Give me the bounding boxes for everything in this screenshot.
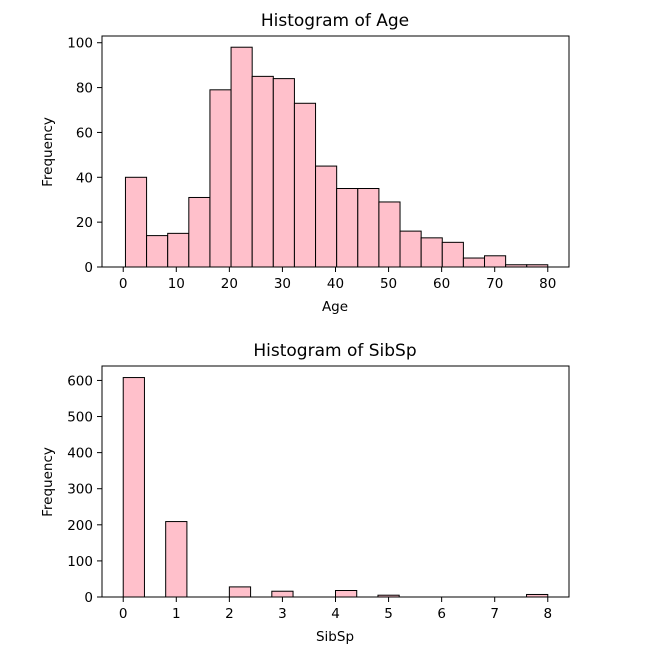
age-y-ticks: 0 20 40 60 80 100 [67, 36, 102, 276]
age-bar [378, 201, 401, 268]
age-bar [420, 237, 443, 268]
age-bar [167, 232, 190, 268]
age-y-tick-label: 0 [84, 260, 93, 276]
sibsp-y-tick-label: 200 [67, 518, 93, 534]
sibsp-y-tick-label: 100 [67, 554, 93, 570]
age-x-tick-label: 0 [119, 276, 128, 292]
age-bar [441, 241, 464, 268]
age-bars [124, 46, 549, 268]
age-axes-frame [101, 35, 570, 268]
sibsp-bar [228, 586, 252, 598]
sibsp-chart-title: Histogram of SibSp [253, 341, 416, 361]
sibsp-y-tick-label: 500 [67, 410, 93, 426]
age-y-tick-label: 60 [76, 125, 93, 141]
sibsp-x-tick-label: 8 [543, 606, 552, 622]
age-y-axis-label: Frequency [40, 117, 56, 187]
sibsp-x-ticks: 0 1 2 3 4 5 6 7 8 [119, 597, 552, 622]
age-x-tick-label: 80 [539, 276, 556, 292]
sibsp-bar [165, 521, 188, 598]
age-bar [399, 230, 422, 268]
age-x-tick-label: 20 [221, 276, 238, 292]
age-bar [462, 257, 486, 268]
age-bar [293, 102, 317, 268]
age-bar [230, 46, 253, 268]
sibsp-x-tick-label: 5 [384, 606, 393, 622]
sibsp-y-tick-label: 400 [67, 446, 93, 462]
sibsp-y-tick-label: 0 [84, 590, 93, 606]
age-chart-title: Histogram of Age [261, 11, 409, 31]
age-bar [336, 188, 359, 268]
sibsp-y-tick-label: 600 [67, 373, 93, 389]
age-x-tick-label: 40 [327, 276, 344, 292]
sibsp-bar [122, 377, 145, 598]
age-histogram: Histogram of Age 0 10 20 30 40 50 60 70 80 0 20 40… [40, 11, 570, 315]
sibsp-y-tick-label: 300 [67, 482, 93, 498]
age-x-tick-label: 50 [380, 276, 397, 292]
age-y-tick-label: 40 [76, 170, 93, 186]
sibsp-bars [122, 377, 549, 598]
sibsp-histogram: Histogram of SibSp 0 1 2 3 4 5 6 7 8 0 100 200 300 4… [40, 341, 570, 645]
sibsp-x-tick-label: 1 [172, 606, 181, 622]
age-y-tick-label: 100 [67, 36, 93, 52]
age-y-tick-label: 80 [76, 81, 93, 97]
age-x-tick-label: 30 [274, 276, 291, 292]
sibsp-x-tick-label: 7 [490, 606, 499, 622]
age-bar [209, 89, 232, 268]
age-y-tick-label: 20 [76, 215, 93, 231]
age-bar [484, 255, 507, 268]
age-bar [188, 196, 211, 268]
age-x-tick-label: 10 [168, 276, 185, 292]
sibsp-y-axis-label: Frequency [40, 447, 56, 517]
age-bar [124, 176, 148, 268]
age-bar [315, 165, 338, 268]
age-x-tick-label: 70 [486, 276, 503, 292]
sibsp-x-tick-label: 0 [119, 606, 128, 622]
sibsp-x-axis-label: SibSp [316, 629, 354, 645]
sibsp-bar [271, 590, 294, 598]
sibsp-y-ticks: 0 100 200 300 400 500 600 [67, 373, 102, 606]
sibsp-x-tick-label: 2 [225, 606, 234, 622]
age-bar [146, 235, 169, 268]
age-bar [272, 78, 295, 268]
age-x-tick-label: 60 [433, 276, 450, 292]
sibsp-axes-frame [101, 365, 570, 598]
age-x-axis-label: Age [322, 299, 348, 315]
sibsp-x-tick-label: 4 [331, 606, 340, 622]
sibsp-x-tick-label: 3 [278, 606, 287, 622]
age-bar [251, 75, 274, 268]
sibsp-bar [335, 590, 358, 598]
age-bar [357, 188, 380, 268]
age-x-ticks: 0 10 20 30 40 50 60 70 80 [119, 267, 556, 292]
sibsp-x-tick-label: 6 [437, 606, 446, 622]
